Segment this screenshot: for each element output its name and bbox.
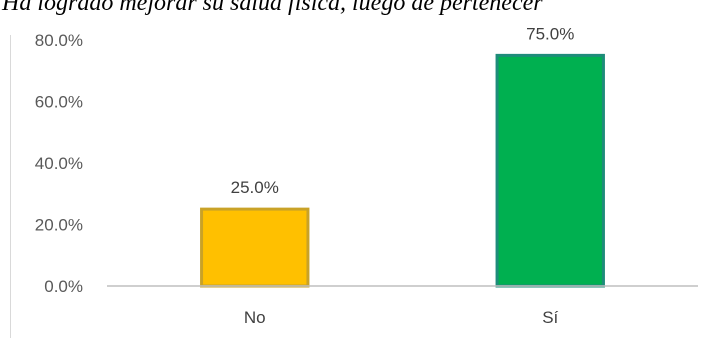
x-tick-label: No [244, 308, 266, 327]
y-tick-label: 60.0% [35, 93, 83, 112]
x-tick-label: Sí [542, 308, 558, 327]
bar-no [200, 207, 310, 288]
y-tick-label: 40.0% [35, 154, 83, 173]
y-tick-label: 20.0% [35, 216, 83, 235]
data-label: 75.0% [526, 24, 574, 43]
y-tick-label: 80.0% [35, 31, 83, 50]
chart-title: Ha logrado mejorar su salud física, lueg… [2, 0, 543, 16]
bar-sí [495, 53, 605, 288]
data-label: 25.0% [231, 178, 279, 197]
y-tick-label: 0.0% [44, 277, 83, 296]
